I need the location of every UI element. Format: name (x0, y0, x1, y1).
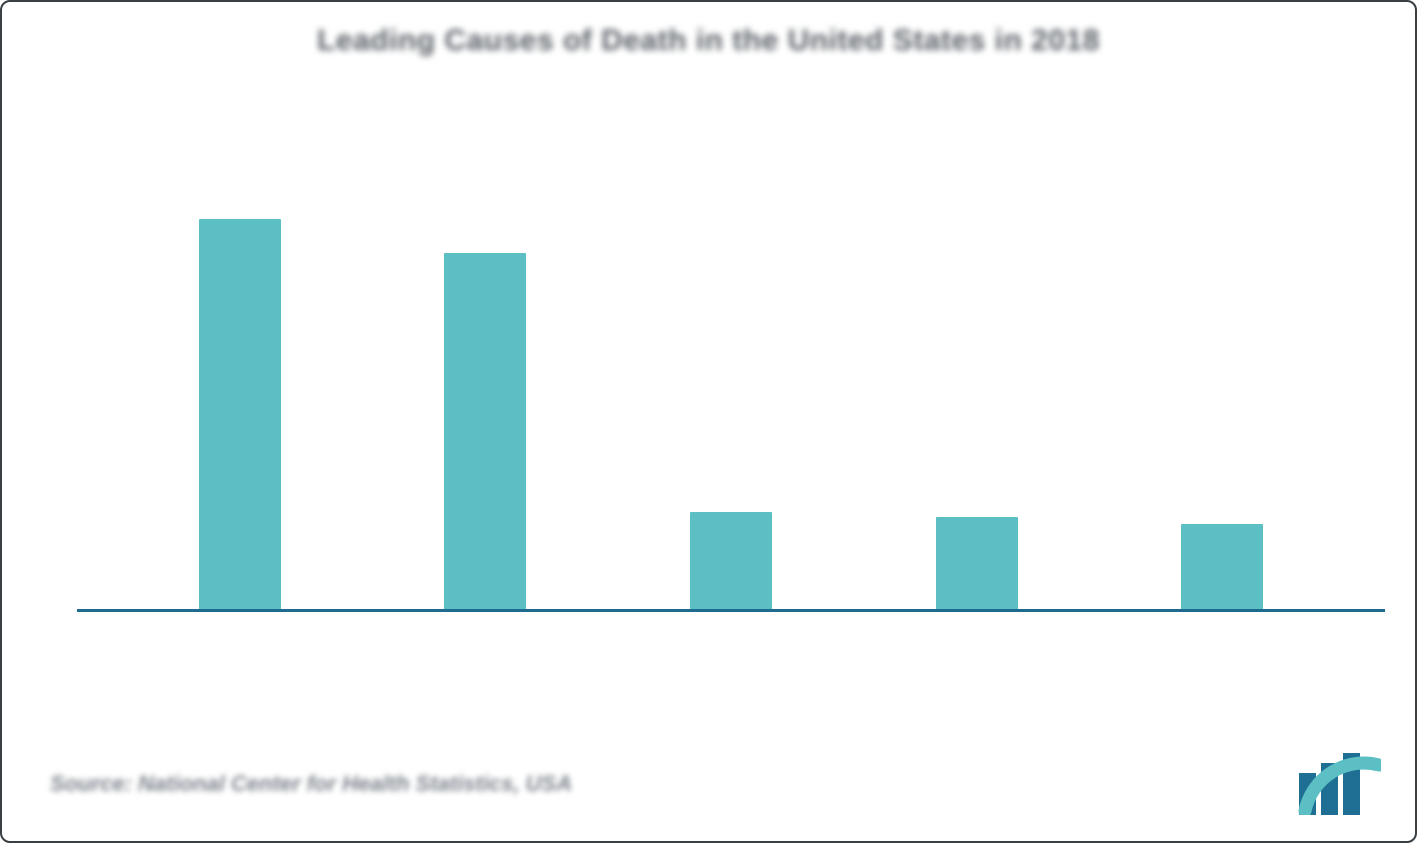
chart-title: Leading Causes of Death in the United St… (2, 2, 1415, 58)
bar-2 (690, 512, 772, 612)
bar-4 (1181, 524, 1263, 612)
bar-0 (199, 219, 281, 612)
chart-frame: Leading Causes of Death in the United St… (0, 0, 1417, 843)
brand-logo (1293, 753, 1381, 815)
chart-plot-area (77, 132, 1385, 612)
bar-1 (444, 253, 526, 612)
bars-container (77, 132, 1385, 612)
source-attribution: Source: National Center for Health Stati… (50, 771, 572, 797)
x-axis-baseline (77, 609, 1385, 612)
bar-3 (936, 517, 1018, 612)
logo-arc (1305, 763, 1379, 811)
